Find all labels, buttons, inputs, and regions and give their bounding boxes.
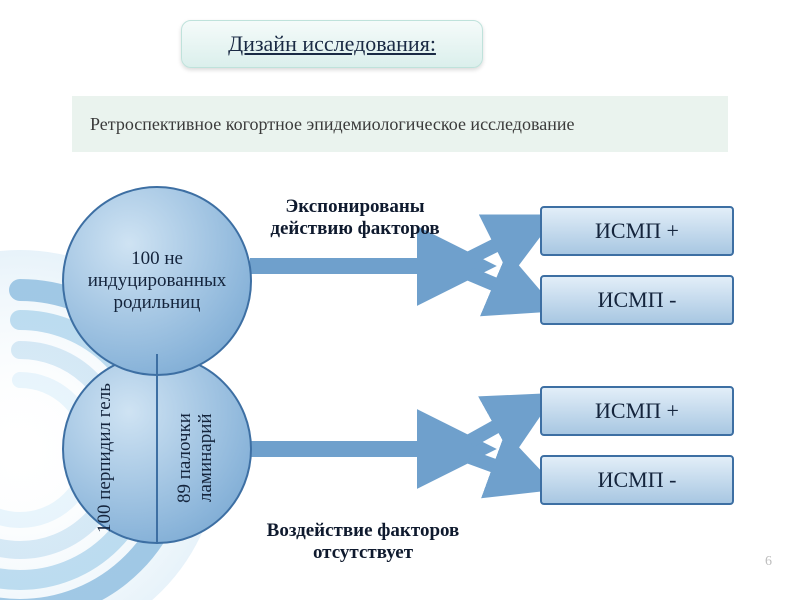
circle-bottom-divider xyxy=(156,354,158,544)
arrow-branch-2 xyxy=(470,274,522,296)
circle-bottom-left-label: 100 перпидил гель xyxy=(95,378,116,538)
factor-label-top: Экспонированы действию факторов xyxy=(255,196,455,240)
circle-top-group: 100 не индуцированных родильниц xyxy=(62,186,252,376)
arrow-branch-3 xyxy=(470,412,522,441)
outcome-box-2: ИСМП - xyxy=(540,275,734,325)
circle-bottom-right-label: 89 палочки ламинарий xyxy=(175,378,217,538)
arrow-branch-1 xyxy=(470,232,522,258)
outcome-box-4: ИСМП - xyxy=(540,455,734,505)
circle-top-label: 100 не индуцированных родильниц xyxy=(74,248,240,314)
arrow-branch-4 xyxy=(470,457,522,476)
factor-label-bottom: Воздействие факторов отсутствует xyxy=(258,520,468,564)
outcome-box-1: ИСМП + xyxy=(540,206,734,256)
outcome-box-3: ИСМП + xyxy=(540,386,734,436)
